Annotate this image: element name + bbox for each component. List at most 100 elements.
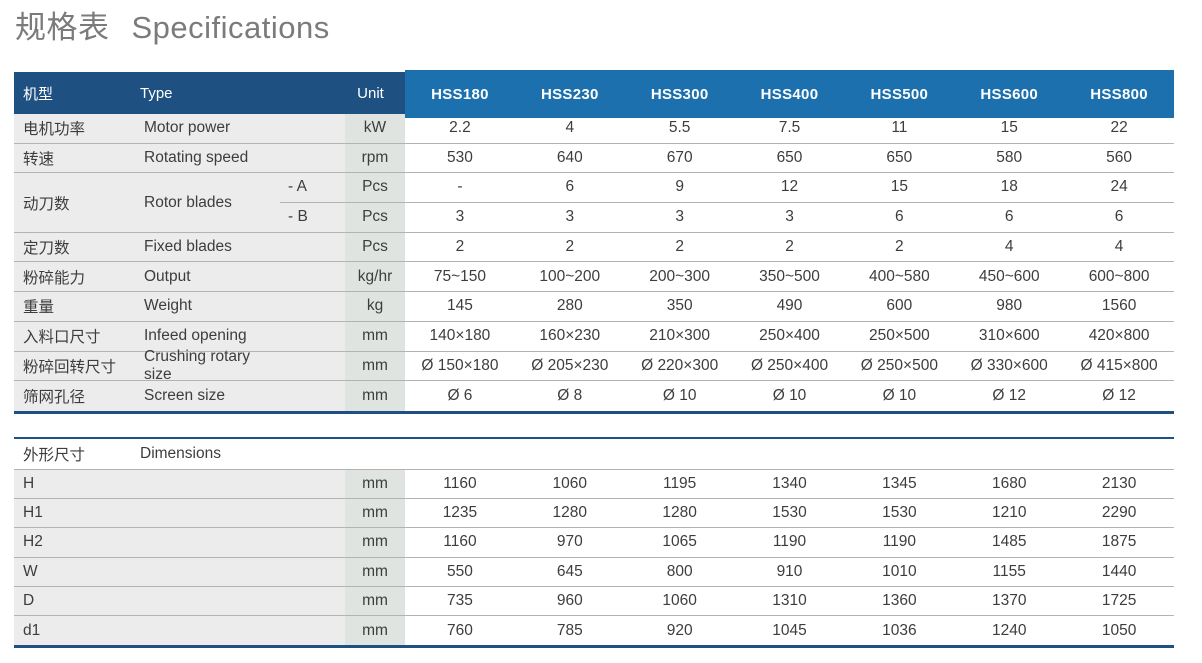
value-cell: 4: [954, 232, 1065, 262]
dimension-label: H2: [14, 528, 345, 557]
row-label-zh: 电机功率: [14, 114, 140, 143]
value-cell: 1060: [624, 586, 735, 615]
value-cell: 785: [514, 615, 625, 646]
dimension-label: H1: [14, 499, 345, 528]
value-cell: Ø 8: [514, 381, 625, 411]
header-unit-label: Unit: [357, 84, 384, 102]
value-cell: 760: [405, 615, 515, 646]
dimensions-table: 外形尺寸 Dimensions H mm 1160 1060 1195 1340 134…: [14, 437, 1175, 649]
value-cell: 100~200: [514, 262, 625, 292]
table-row: 动刀数 Rotor blades - A Pcs -6 9 12 15 18 24 - B…: [14, 173, 1175, 233]
dimension-row: W mm 550 645 800 910 1010 1155 1440: [14, 557, 1175, 587]
value-cell: 2: [844, 232, 955, 262]
value-cell: 1360: [844, 586, 955, 615]
row-label-zh: 粉碎回转尺寸: [14, 351, 140, 381]
model-column-header: HSS400: [760, 85, 819, 103]
value-cell: 1210: [954, 499, 1065, 528]
value-cell: Ø 12: [954, 381, 1065, 411]
value-cell: 1310: [734, 586, 845, 615]
header-model-col-label: 机型: [23, 85, 54, 103]
value-cell: 600~800: [1064, 262, 1175, 292]
value-cell: 1160: [405, 470, 515, 499]
value-cell: Ø 12: [1064, 381, 1175, 411]
value-cell: 1155: [954, 557, 1065, 586]
model-column-header: HSS230: [540, 85, 599, 103]
value-cell: Ø 205×230: [514, 351, 625, 381]
row-unit: mm: [345, 499, 405, 528]
value-cell: 1280: [624, 499, 735, 528]
dimensions-header-en: Dimensions: [140, 445, 221, 462]
value-cell: 735: [405, 586, 515, 615]
model-column-header: HSS800: [1090, 85, 1148, 103]
value-cell: Ø 10: [624, 381, 735, 411]
row-sublabel: [280, 114, 345, 143]
dimension-label: W: [14, 557, 345, 586]
page-title-en: Specifications: [131, 10, 330, 45]
value-cell: 6: [1064, 202, 1175, 232]
value-cell: 550: [405, 557, 515, 586]
value-cell: 400~580: [844, 262, 955, 292]
value-cell: 420×800: [1064, 321, 1175, 351]
model-column-header: HSS180: [431, 85, 489, 103]
value-cell: 12: [734, 173, 845, 202]
value-cell: 1280: [514, 499, 625, 528]
row-sublabel: [280, 143, 345, 173]
table-row: 电机功率 Motor power kW 2.2 4 5.5 7.5 11 15 22: [14, 114, 1175, 144]
value-cell: 2: [405, 232, 515, 262]
value-cell: 160×230: [514, 321, 625, 351]
value-cell: 22: [1064, 114, 1175, 143]
value-cell: 650: [844, 143, 955, 173]
value-cell: 1045: [734, 615, 845, 646]
value-cell: 280: [514, 292, 625, 321]
row-label-en: Infeed opening: [140, 321, 280, 351]
value-cell: 1050: [1064, 615, 1175, 646]
value-cell: 310×600: [954, 321, 1065, 351]
value-cell: 9: [624, 173, 735, 202]
value-cell: 6: [514, 173, 625, 202]
value-cell: -: [405, 173, 515, 202]
dimension-label: d1: [14, 615, 345, 646]
row-sublabel: [280, 232, 345, 262]
value-cell: 1725: [1064, 586, 1175, 615]
value-cell: 600: [844, 292, 955, 321]
specifications-table-body: 电机功率 Motor power kW 2.2 4 5.5 7.5 11 15 22 转速 …: [14, 114, 1175, 411]
row-sublabel: - B: [280, 202, 345, 232]
value-cell: 490: [734, 292, 845, 321]
value-cell: 1875: [1064, 528, 1175, 557]
table-row: 转速 Rotating speed rpm 530 640 670 650 650 580…: [14, 143, 1175, 174]
row-label-en: Weight: [140, 292, 280, 321]
value-cell: 5.5: [624, 114, 735, 143]
value-cell: Ø 220×300: [624, 351, 735, 381]
value-cell: 1065: [624, 528, 735, 557]
value-cell: 75~150: [405, 262, 515, 292]
value-cell: 910: [734, 557, 845, 586]
value-cell: 670: [624, 143, 735, 173]
row-sublabel: [280, 321, 345, 351]
page-title: 规格表 Specifications: [15, 2, 330, 47]
value-cell: 1530: [734, 499, 845, 528]
dimensions-table-body: H mm 1160 1060 1195 1340 1345 1680 2130 H1 mm …: [14, 470, 1175, 646]
value-cell: Ø 10: [844, 381, 955, 411]
value-cell: 645: [514, 557, 625, 586]
value-cell: 24: [1064, 173, 1175, 202]
value-cell: 800: [624, 557, 735, 586]
value-cell: 1190: [734, 528, 845, 557]
value-cell: 145: [405, 292, 515, 321]
row-unit: kg/hr: [345, 262, 405, 292]
row-label-en: Output: [140, 262, 280, 292]
value-cell: 1010: [844, 557, 955, 586]
value-cell: 1340: [734, 470, 845, 499]
value-cell: 1240: [954, 615, 1065, 646]
value-cell: 650: [734, 143, 845, 173]
row-sublabel: - A: [280, 173, 345, 202]
table-row: 入料口尺寸 Infeed opening mm 140×180 160×230 21…: [14, 321, 1175, 352]
model-column-header: HSS500: [870, 85, 929, 103]
row-label-zh: 筛网孔径: [14, 381, 140, 411]
value-cell: 2: [734, 232, 845, 262]
value-cell: 3: [405, 202, 515, 232]
dimension-row: d1 mm 760 785 920 1045 1036 1240 1050: [14, 615, 1175, 646]
row-label-zh: 定刀数: [14, 232, 140, 262]
row-unit: mm: [345, 321, 405, 351]
table-row: 粉碎能力 Output kg/hr 75~150 100~200 200~300 35…: [14, 262, 1175, 293]
value-cell: 1195: [624, 470, 735, 499]
